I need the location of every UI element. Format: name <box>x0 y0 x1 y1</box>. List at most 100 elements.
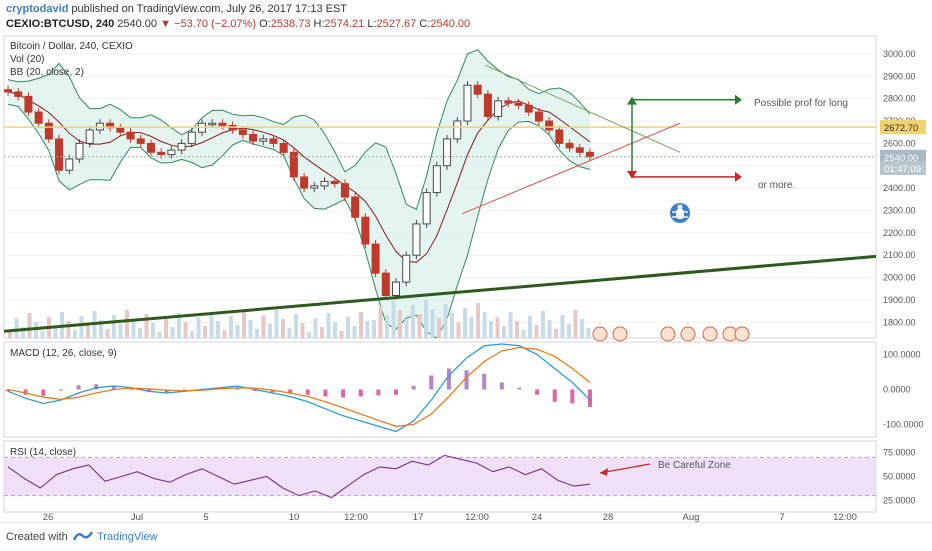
price-tag <box>880 149 926 164</box>
volume-bar <box>333 322 337 338</box>
time-tick-label: 12:00 <box>833 512 857 522</box>
event-flag-icon <box>680 326 696 342</box>
event-marker[interactable] <box>702 326 718 342</box>
tradingview-brand[interactable]: TradingView <box>97 531 158 543</box>
support-trendline <box>4 254 876 333</box>
chart-canvas[interactable]: Bitcoin / Dollar, 240, CEXIO Vol (20) BB… <box>0 32 932 522</box>
author-name[interactable]: cryptodavid <box>6 3 69 15</box>
volume-bar <box>385 315 389 338</box>
macd-histogram-bar <box>58 389 63 391</box>
volume-bar <box>547 320 552 338</box>
macd-histogram-bar <box>182 389 187 391</box>
volume-bar <box>40 331 45 338</box>
volume-bar <box>469 317 474 338</box>
macd-line <box>7 343 591 433</box>
candle-body <box>432 165 441 194</box>
price-axis[interactable]: 3000.002900.002800.002700.002600.002500.… <box>883 49 916 327</box>
macd-histogram-bar <box>376 389 381 396</box>
price-tick-label: 2400.00 <box>883 183 916 193</box>
candle-body <box>279 142 288 153</box>
price-tag-text: 2672.70 <box>884 123 918 134</box>
volume-bar <box>112 315 116 338</box>
publish-line: cryptodavid published on TradingView.com… <box>6 3 347 15</box>
candle-body <box>330 180 339 185</box>
event-markers[interactable] <box>592 326 750 342</box>
volume-bar <box>53 326 58 338</box>
candle-body <box>44 122 53 140</box>
price-tag <box>880 160 926 175</box>
annotation-profit: Possible prof for long <box>754 98 848 109</box>
event-marker[interactable] <box>660 326 676 342</box>
volume-bar <box>372 320 376 338</box>
candle-body <box>340 183 349 198</box>
created-with: Created with <box>6 531 68 543</box>
macd-histogram-bar <box>6 389 10 392</box>
candle-body <box>422 192 431 225</box>
volume-bar <box>365 321 370 338</box>
tradingview-logo-icon[interactable] <box>72 529 94 543</box>
candlesticks <box>4 81 594 300</box>
volume-bar <box>216 321 220 338</box>
rsi-legend: RSI (14, close) <box>10 447 76 458</box>
volume-bar <box>541 311 545 338</box>
macd-histogram-bar <box>552 389 557 402</box>
volume-bar <box>14 318 19 338</box>
volume-bar <box>573 310 578 338</box>
price-tick-label: 2000.00 <box>883 273 916 283</box>
descending-trendline <box>484 64 681 153</box>
event-marker[interactable] <box>680 326 696 342</box>
rsi-axis[interactable]: 75.0000 50.0000 25.0000 <box>883 448 916 506</box>
event-marker[interactable] <box>592 326 608 342</box>
volume-bar <box>528 316 532 338</box>
volume-bar <box>580 319 584 338</box>
bug-icon[interactable] <box>670 203 690 223</box>
volume-bar <box>320 327 324 338</box>
event-flag-icon <box>592 326 608 342</box>
volume-bar <box>476 303 480 338</box>
candle-body <box>443 138 452 167</box>
close-label: C: <box>419 18 431 30</box>
last-price: 2540.00 <box>117 18 158 30</box>
macd-histogram-bar <box>411 386 416 390</box>
macd-histogram-bar <box>446 368 451 390</box>
volume-bar <box>151 323 155 338</box>
volume-bar <box>463 308 467 338</box>
volume-bar <box>164 318 168 338</box>
volume-bar <box>521 330 526 338</box>
volume-bar <box>86 325 90 338</box>
event-marker[interactable] <box>612 326 628 342</box>
price-tag <box>880 120 926 135</box>
ascending-trendline <box>461 122 681 215</box>
event-marker[interactable] <box>734 326 750 342</box>
time-tick-label: 28 <box>603 512 614 522</box>
macd-axis[interactable]: 100.0000 0.0000 -100.0000 <box>883 350 924 430</box>
candle-body <box>4 89 12 93</box>
macd-panel <box>3 341 877 438</box>
macd-histogram-bar <box>270 389 275 393</box>
candle-body <box>116 127 125 133</box>
volume-bar <box>177 313 181 338</box>
open-label: O: <box>259 18 271 30</box>
candle-body <box>320 180 329 187</box>
macd-histogram-bar <box>111 386 116 390</box>
volume-bar <box>118 324 123 338</box>
price-tick-label: 2600.00 <box>883 138 916 148</box>
macd-tick-label: 100.0000 <box>883 350 921 360</box>
volume-legend: Vol (20) <box>10 54 44 65</box>
volume-bar <box>554 329 558 338</box>
candle-body <box>310 185 319 189</box>
macd-histogram-bar <box>464 370 469 390</box>
price-tick-label: 2200.00 <box>883 228 916 238</box>
macd-histogram-bar <box>23 389 28 395</box>
volume-bar <box>567 324 571 338</box>
time-axis[interactable]: 26 Jul 5 10 12:00 17 12:00 24 28 Aug 7 12:00 <box>43 512 857 522</box>
candle-body <box>24 95 33 113</box>
volume-bar <box>255 329 259 338</box>
candle-body <box>157 151 166 156</box>
macd-histogram-bar <box>305 389 310 395</box>
volume-bar <box>307 332 311 338</box>
volume-bar <box>443 304 448 338</box>
volume-bar <box>560 315 565 338</box>
macd-histogram-bar <box>41 389 46 396</box>
macd-histogram-bar <box>517 387 522 390</box>
